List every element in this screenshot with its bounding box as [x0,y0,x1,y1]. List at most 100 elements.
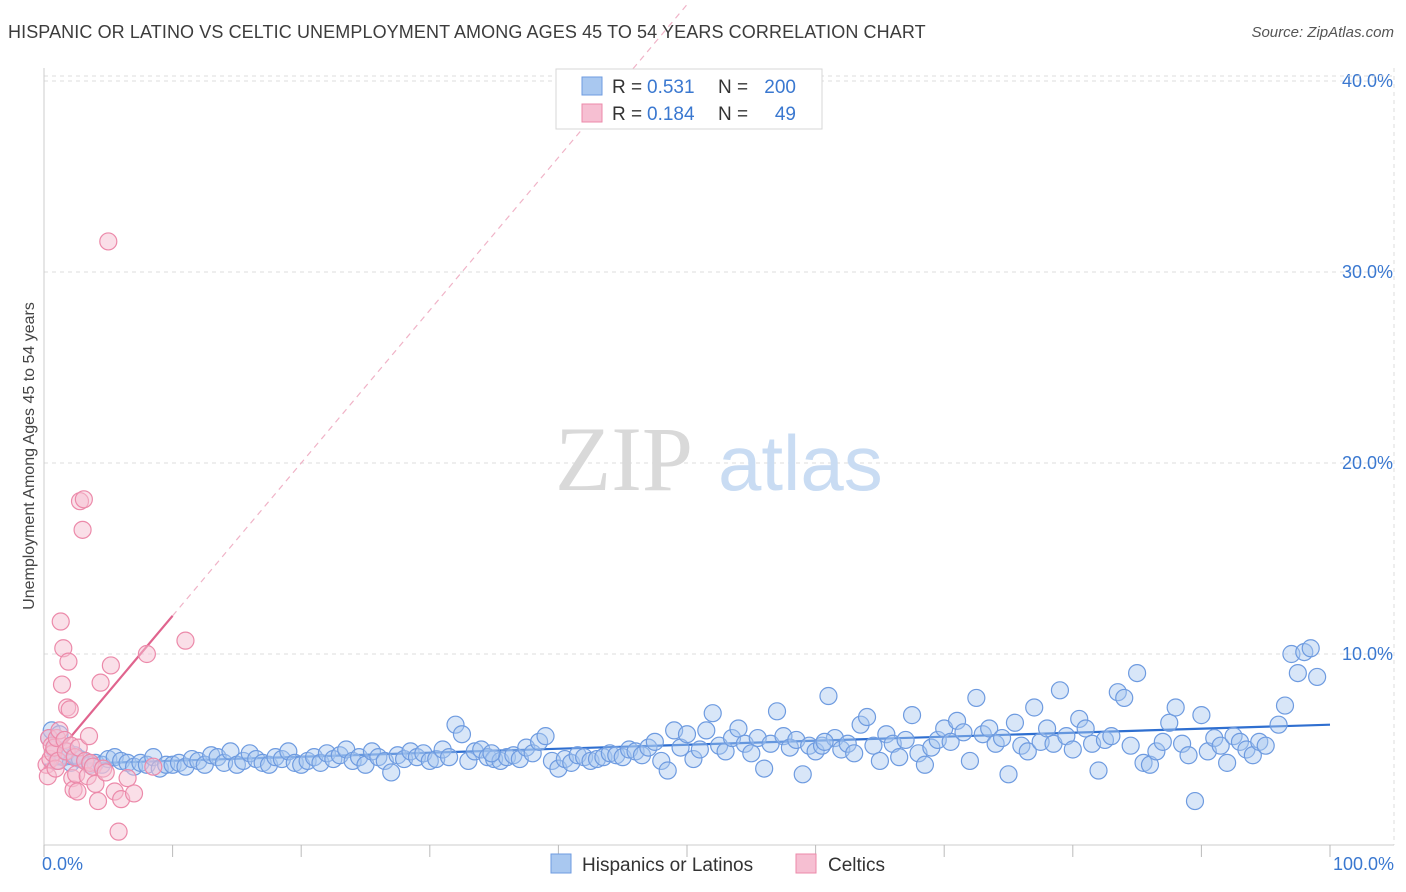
watermark-zip: ZIP [555,408,693,510]
trend-line-hispanics [43,723,1331,766]
legend-bottom-swatch-blue [550,853,572,874]
legend-r-value-0: 0.531 [647,77,695,98]
legend-n-value-1: 49 [775,104,796,125]
point-hispanics-122 [793,765,812,784]
series-celtics-points [37,232,195,841]
point-celtics-44 [118,769,137,788]
point-hispanics-69 [452,725,472,744]
point-celtics-12 [52,675,72,694]
point-hispanics-82 [536,727,555,746]
point-hispanics-142 [922,738,941,757]
point-celtics-17 [59,652,78,671]
point-hispanics-190 [1230,732,1250,751]
point-hispanics-107 [697,721,716,740]
point-hispanics-179 [1160,713,1179,732]
point-celtics-18 [60,700,79,719]
point-hispanics-198 [1288,663,1307,683]
point-hispanics-97 [632,746,652,765]
point-hispanics-200 [1301,639,1320,658]
point-hispanics-187 [1211,736,1230,755]
point-hispanics-70 [459,751,478,771]
watermark-atlas: atlas [718,419,883,507]
legend-bottom-label-hispanics: Hispanics or Latinos [582,855,753,876]
y-axis-label: Unemployment Among Ages 45 to 54 years [21,302,38,610]
point-hispanics-99 [645,732,664,751]
point-hispanics-129 [838,734,857,753]
point-hispanics-149 [967,688,986,708]
point-hispanics-153 [992,728,1012,748]
point-hispanics-67 [439,748,459,767]
point-hispanics-146 [947,711,967,730]
point-hispanics-162 [1050,681,1070,700]
point-hispanics-186 [1205,728,1224,748]
axis-ticks [43,845,1331,857]
point-hispanics-100 [652,751,671,771]
point-hispanics-106 [690,740,709,759]
point-hispanics-114 [742,744,761,763]
point-hispanics-66 [433,740,452,759]
legend-n-label-1: N = [718,104,748,125]
point-hispanics-126 [819,686,838,706]
axes [43,68,1394,846]
legend-series: Hispanics or Latinos Celtics [550,853,885,876]
point-hispanics-118 [767,702,787,721]
point-hispanics-158 [1025,698,1044,717]
point-hispanics-175 [1134,753,1153,772]
legend-bottom-label-celtics: Celtics [828,855,885,876]
point-celtics-47 [144,757,163,776]
point-hispanics-104 [677,725,697,744]
y-tick-label-10: 10.0% [1342,644,1393,664]
point-hispanics-172 [1115,688,1134,708]
point-celtics-28 [74,490,93,509]
point-hispanics-101 [658,761,677,780]
point-celtics-48 [176,631,195,650]
point-hispanics-72 [472,740,491,759]
point-hispanics-178 [1153,732,1172,751]
point-hispanics-201 [1308,667,1327,687]
point-celtics-36 [91,673,110,692]
point-hispanics-177 [1147,742,1166,761]
point-hispanics-137 [890,748,909,767]
point-hispanics-157 [1018,742,1037,761]
point-hispanics-182 [1179,746,1198,765]
x-tick-label-1: 100.0% [1333,854,1394,874]
x-tick-label-0: 0.0% [42,854,83,874]
chart-source: Source: ZipAtlas.com [1251,24,1394,41]
point-hispanics-202 [815,732,834,751]
point-hispanics-134 [870,751,890,771]
point-hispanics-105 [684,749,703,769]
point-hispanics-58 [382,763,401,782]
point-hispanics-64 [420,751,439,771]
y-tick-label-40: 40.0% [1342,71,1393,91]
point-hispanics-42 [279,742,298,761]
legend-r-value-1: 0.184 [647,104,695,125]
y-tick-label-20: 20.0% [1342,453,1393,473]
point-hispanics-184 [1192,706,1211,725]
point-celtics-11 [51,612,70,631]
point-hispanics-174 [1127,663,1147,683]
legend-swatch-pink [581,103,603,123]
point-celtics-31 [79,727,99,746]
point-hispanics-108 [703,704,722,723]
y-tick-label-30: 30.0% [1342,262,1393,282]
point-hispanics-80 [523,744,542,763]
point-hispanics-170 [1102,727,1121,746]
point-hispanics-168 [1089,761,1108,780]
point-celtics-40 [101,656,120,675]
point-hispanics-130 [845,744,864,763]
point-celtics-27 [73,520,92,539]
legend-n-label-0: N = [718,77,748,98]
point-hispanics-173 [1121,736,1140,755]
point-hispanics-181 [1173,734,1192,753]
point-hispanics-148 [960,751,980,771]
point-hispanics-139 [902,706,922,725]
point-celtics-24 [68,782,87,801]
point-hispanics-160 [1037,719,1057,738]
point-hispanics-183 [1185,791,1205,811]
point-hispanics-195 [1269,715,1288,734]
point-hispanics-112 [729,719,748,738]
point-celtics-35 [88,791,108,811]
point-hispanics-133 [864,736,883,755]
point-celtics-39 [99,232,118,251]
watermark: ZIP atlas [555,408,883,510]
